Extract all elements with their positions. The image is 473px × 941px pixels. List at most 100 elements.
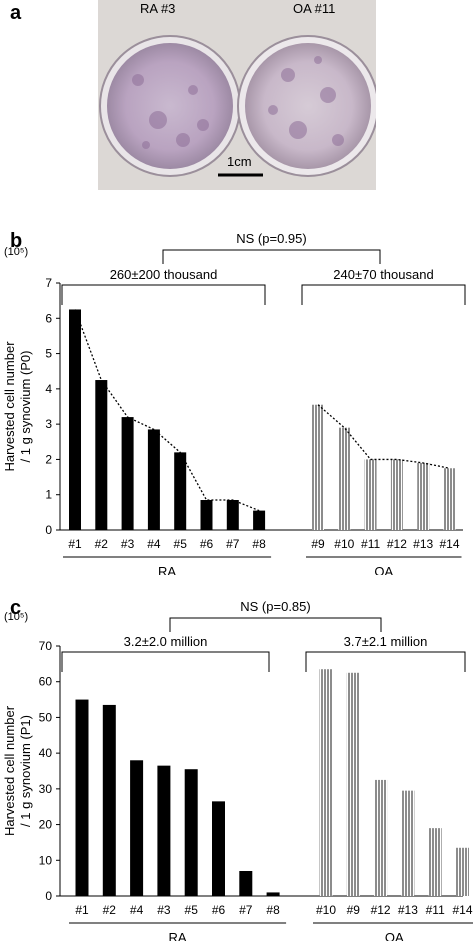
x-tick-label: #9 xyxy=(347,903,361,917)
bar-ra xyxy=(95,380,108,530)
x-tick-label: #13 xyxy=(398,903,418,917)
comparison-text: NS (p=0.85) xyxy=(240,599,310,614)
bar-oa xyxy=(428,828,442,896)
x-tick-label: #2 xyxy=(103,903,117,917)
y-tick-label: 50 xyxy=(39,710,53,724)
summary-text-oa: 240±70 thousand xyxy=(333,267,433,282)
y-tick-label: 6 xyxy=(45,311,52,325)
bar-ra xyxy=(157,765,171,896)
y-tick-label: 30 xyxy=(39,782,53,796)
y-tick-label: 3 xyxy=(45,417,52,431)
x-tick-label: #6 xyxy=(200,537,214,551)
trend-line-ra xyxy=(74,309,260,512)
comparison-bracket xyxy=(162,249,381,264)
bar-ra xyxy=(184,769,198,896)
x-tick-label: #1 xyxy=(68,537,82,551)
x-tick-label: #5 xyxy=(185,903,199,917)
group-label-oa: OA xyxy=(385,930,404,941)
summary-bracket-ra xyxy=(61,284,266,305)
panel-letter-c: c xyxy=(10,597,21,619)
bar-ra xyxy=(147,429,160,530)
y-tick-label: 5 xyxy=(45,347,52,361)
y-axis-label-line1: Harvested cell number xyxy=(2,705,17,836)
y-tick-label: 4 xyxy=(45,382,52,396)
panel-letter-a: a xyxy=(10,2,22,24)
x-tick-label: #14 xyxy=(439,537,459,551)
x-tick-label: #5 xyxy=(174,537,188,551)
comparison-bracket xyxy=(169,617,382,632)
x-tick-label: #9 xyxy=(311,537,325,551)
panel-letter-b: b xyxy=(10,230,22,252)
bar-ra xyxy=(239,871,253,896)
x-tick-label: #8 xyxy=(266,903,280,917)
bar-oa xyxy=(346,672,360,896)
bar-oa xyxy=(417,462,430,530)
bar-oa xyxy=(443,468,456,530)
y-tick-label: 20 xyxy=(39,818,53,832)
bar-ra xyxy=(121,417,134,530)
x-tick-label: #6 xyxy=(212,903,226,917)
summary-bracket-oa xyxy=(305,651,466,672)
bar-ra xyxy=(253,510,266,530)
x-tick-label: #4 xyxy=(130,903,144,917)
x-tick-label: #2 xyxy=(95,537,109,551)
bar-oa xyxy=(312,404,324,530)
ra-dish xyxy=(107,43,233,169)
x-tick-label: #13 xyxy=(413,537,433,551)
group-label-ra: RA xyxy=(169,930,187,941)
x-tick-label: #12 xyxy=(387,537,407,551)
y-tick-label: 0 xyxy=(45,889,52,903)
bar-oa xyxy=(456,847,469,896)
bar-ra xyxy=(75,699,89,896)
bar-oa xyxy=(364,459,377,530)
bar-ra xyxy=(266,892,280,896)
bar-oa xyxy=(390,459,403,530)
summary-text-ra: 260±200 thousand xyxy=(110,267,218,282)
x-tick-label: #11 xyxy=(426,903,445,917)
y-tick-label: 1 xyxy=(45,488,52,502)
dish-label-ra: RA #3 xyxy=(140,1,176,16)
group-label-ra: RA xyxy=(158,564,176,575)
chart-panel-c: c(10⁵) Harvested cell number/ 1 g synoviu… xyxy=(2,597,473,941)
y-tick-label: 0 xyxy=(45,523,52,537)
petri-dish-photo-svg xyxy=(98,0,379,190)
y-unit-label: (10⁵) xyxy=(4,246,28,258)
group-label-oa: OA xyxy=(374,564,393,575)
y-axis-label-line2: / 1 g synovium (P1) xyxy=(18,715,33,827)
x-tick-label: #7 xyxy=(226,537,240,551)
bar-oa xyxy=(401,790,415,896)
summary-bracket-ra xyxy=(61,651,270,672)
bar-ra xyxy=(174,452,187,530)
y-tick-label: 10 xyxy=(39,853,53,867)
petri-dish-photo xyxy=(98,0,379,190)
y-tick-label: 7 xyxy=(45,276,52,290)
x-tick-label: #1 xyxy=(75,903,89,917)
dish-label-oa: OA #11 xyxy=(293,1,336,16)
x-tick-label: #11 xyxy=(361,537,380,551)
bar-ra xyxy=(130,760,144,896)
y-axis-label-line2: / 1 g synovium (P0) xyxy=(18,351,33,463)
scale-bar-label: 1cm xyxy=(227,154,252,169)
x-tick-label: #3 xyxy=(157,903,171,917)
x-tick-label: #10 xyxy=(316,903,336,917)
y-tick-label: 40 xyxy=(39,746,53,760)
summary-text-ra: 3.2±2.0 million xyxy=(124,634,208,649)
bar-oa xyxy=(319,669,333,896)
bar-oa xyxy=(374,779,388,896)
bar-ra xyxy=(212,801,225,896)
y-axis-label-line1: Harvested cell number xyxy=(2,341,17,472)
y-tick-label: 70 xyxy=(39,639,53,653)
x-tick-label: #8 xyxy=(252,537,266,551)
x-tick-label: #14 xyxy=(452,903,472,917)
bar-ra xyxy=(200,500,213,530)
oa-dish xyxy=(245,43,371,169)
bar-oa xyxy=(338,427,351,530)
x-tick-label: #12 xyxy=(371,903,391,917)
x-tick-label: #3 xyxy=(121,537,135,551)
y-tick-label: 60 xyxy=(39,675,53,689)
trend-line-oa xyxy=(317,404,450,469)
summary-bracket-oa xyxy=(301,284,466,305)
x-tick-label: #10 xyxy=(334,537,354,551)
bar-ra xyxy=(69,309,81,530)
x-tick-label: #7 xyxy=(239,903,253,917)
